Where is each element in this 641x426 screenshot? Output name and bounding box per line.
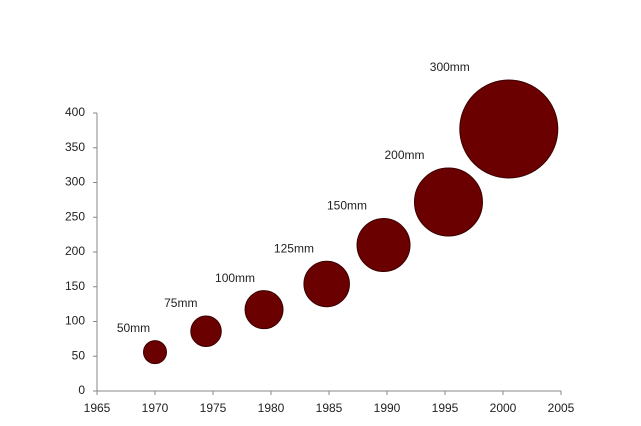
x-tick-label: 1975 (200, 401, 227, 415)
bubble (303, 260, 350, 308)
data-label: 125mm (274, 241, 314, 255)
data-label: 300mm (430, 60, 470, 74)
x-tick-label: 1970 (142, 401, 169, 415)
y-tick-label: 100 (65, 314, 85, 328)
bubble (413, 167, 483, 237)
data-label: 75mm (164, 296, 197, 310)
y-tick-label: 150 (65, 279, 85, 293)
data-label: 150mm (327, 199, 367, 213)
bubble (459, 79, 559, 179)
y-tick-label: 350 (65, 140, 85, 154)
y-tick-label: 300 (65, 175, 85, 189)
x-tick-label: 1965 (84, 401, 111, 415)
bubble (190, 315, 222, 347)
x-tick-label: 1990 (374, 401, 401, 415)
bubble (143, 340, 167, 365)
x-tick-label: 1980 (258, 401, 285, 415)
bubble (244, 290, 284, 330)
x-tick-label: 2000 (490, 401, 517, 415)
data-label: 100mm (215, 271, 255, 285)
x-tick-label: 1995 (432, 401, 459, 415)
data-label: 200mm (384, 148, 424, 162)
y-tick-label: 250 (65, 209, 85, 223)
y-tick-label: 200 (65, 244, 85, 258)
data-label: 50mm (117, 321, 150, 335)
x-tick-label: 1985 (316, 401, 343, 415)
y-tick-label: 400 (65, 105, 85, 119)
y-tick-label: 50 (72, 348, 86, 362)
bubble (356, 218, 411, 273)
x-tick-label: 2005 (548, 401, 575, 415)
y-tick-label: 0 (78, 383, 85, 397)
